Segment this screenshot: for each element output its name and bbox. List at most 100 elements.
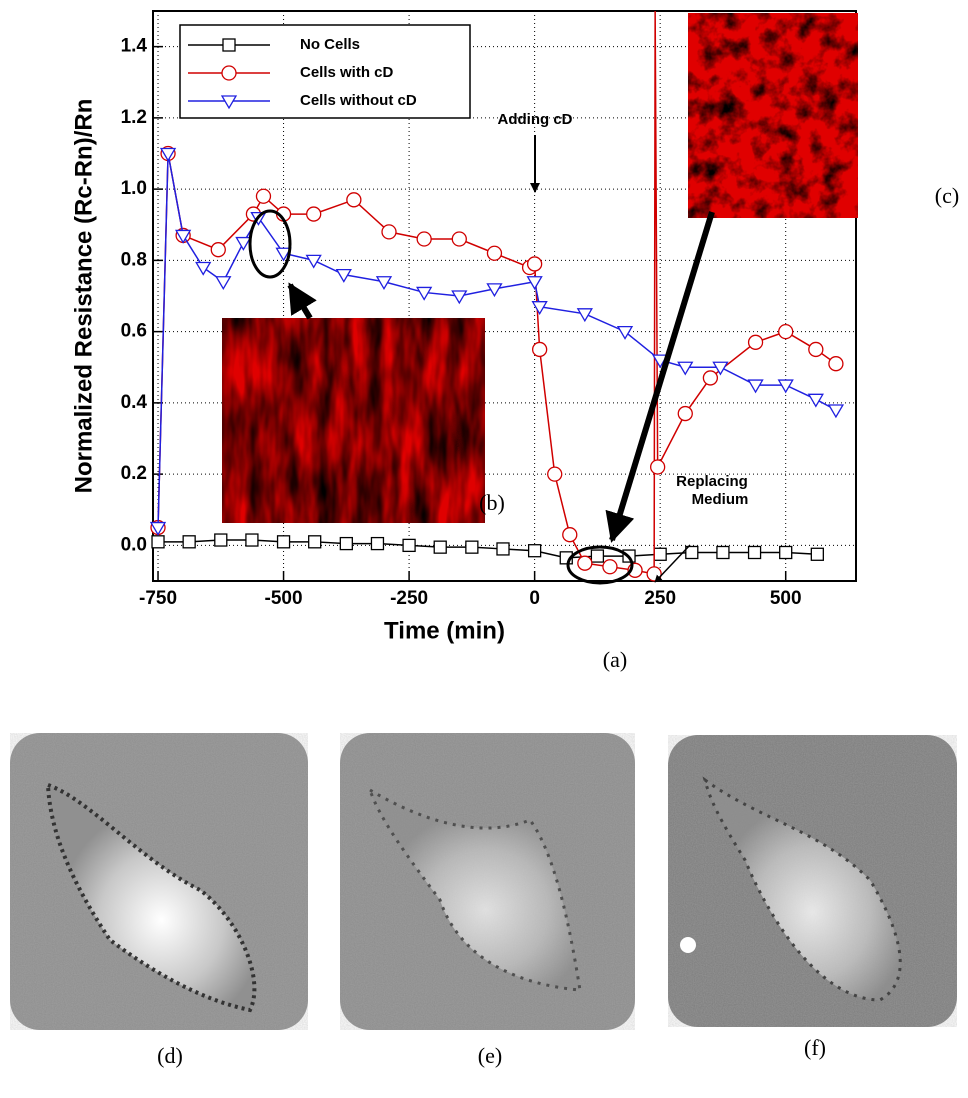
marker: [496, 542, 510, 556]
marker: [346, 192, 362, 208]
marker: [275, 247, 292, 262]
marker: [716, 545, 730, 560]
image-b: [222, 318, 485, 523]
marker: [616, 325, 634, 340]
marker: [210, 242, 226, 258]
marker: [245, 533, 259, 547]
marker: [465, 540, 479, 554]
marker: [451, 290, 468, 305]
marker: [451, 231, 467, 247]
marker: [590, 549, 605, 563]
marker: [747, 379, 764, 394]
y-tick-label: 0.2: [121, 463, 147, 484]
x-tick-label: -750: [139, 588, 177, 609]
panel-label: (c): [935, 183, 959, 208]
marker: [562, 527, 578, 543]
x-axis-title: Time (min): [384, 617, 505, 644]
annotation: Medium: [692, 491, 749, 508]
panel-label: (a): [603, 647, 627, 672]
y-tick-label: 1.4: [121, 36, 148, 57]
panel-label: (e): [478, 1043, 502, 1068]
marker: [577, 555, 593, 571]
marker: [220, 95, 238, 110]
legend: No Cells Cells with cD Cells without cD: [179, 24, 471, 119]
y-tick-label: 0.6: [121, 321, 147, 342]
marker: [339, 536, 353, 551]
marker: [685, 545, 699, 560]
marker: [182, 535, 196, 549]
marker: [335, 268, 352, 283]
marker: [159, 147, 177, 162]
marker: [677, 361, 694, 376]
marker: [221, 65, 237, 81]
marker: [827, 404, 845, 419]
panel-label: (d): [157, 1043, 183, 1068]
marker: [527, 544, 542, 558]
legend-label: No Cells: [300, 36, 360, 53]
marker: [255, 188, 272, 204]
marker: [650, 459, 666, 475]
panel-label: (f): [804, 1035, 826, 1060]
image-d: [10, 733, 308, 1030]
marker: [306, 206, 322, 222]
marker: [195, 261, 212, 276]
marker: [602, 559, 618, 575]
callouts: [248, 135, 715, 585]
series-line: [158, 539, 818, 559]
marker: [308, 535, 322, 549]
y-tick-label: 0.8: [121, 249, 147, 270]
x-tick-label: -250: [390, 588, 428, 609]
y-tick-label: 1.0: [121, 178, 147, 199]
marker: [235, 236, 252, 251]
image-c: [688, 13, 858, 218]
marker: [149, 521, 167, 536]
y-tick-label: 0.4: [121, 392, 148, 413]
marker: [532, 341, 548, 358]
marker: [416, 286, 433, 301]
x-tick-label: -500: [265, 588, 303, 609]
marker: [276, 535, 291, 549]
marker: [702, 370, 719, 386]
marker: [653, 547, 667, 561]
panel-label: (b): [479, 490, 505, 515]
x-tick-label: 250: [644, 588, 676, 609]
marker: [486, 245, 503, 261]
marker: [547, 466, 563, 482]
marker: [747, 545, 762, 560]
image-e: [340, 733, 635, 1030]
marker: [305, 254, 322, 269]
annotation: Replacing: [676, 473, 748, 490]
marker: [526, 276, 543, 291]
marker: [677, 405, 693, 422]
x-tick-label: 0: [529, 588, 540, 609]
marker: [416, 231, 432, 247]
marker: [215, 276, 232, 291]
marker: [808, 341, 824, 358]
marker: [433, 540, 447, 554]
y-axis-title: Normalized Resistance (Rc-Rn)/Rn: [70, 99, 97, 494]
y-tick-label: 0.0: [121, 534, 147, 555]
marker: [828, 356, 844, 372]
y-tick-label: 1.2: [121, 107, 147, 128]
marker: [807, 393, 824, 408]
marker: [779, 545, 793, 560]
marker: [151, 535, 165, 549]
marker: [777, 379, 794, 394]
marker: [747, 334, 764, 350]
marker: [576, 308, 593, 323]
annotation: Adding cD: [498, 111, 573, 128]
marker: [375, 276, 393, 291]
legend-label: Cells with cD: [300, 64, 394, 81]
marker: [222, 38, 236, 52]
marker: [778, 323, 794, 340]
x-tick-label: 500: [770, 588, 802, 609]
marker: [712, 361, 729, 376]
image-f: [668, 735, 957, 1027]
plot-frame: [152, 10, 857, 582]
marker: [402, 538, 416, 553]
marker: [370, 536, 385, 551]
marker: [381, 224, 397, 240]
marker: [810, 547, 824, 561]
